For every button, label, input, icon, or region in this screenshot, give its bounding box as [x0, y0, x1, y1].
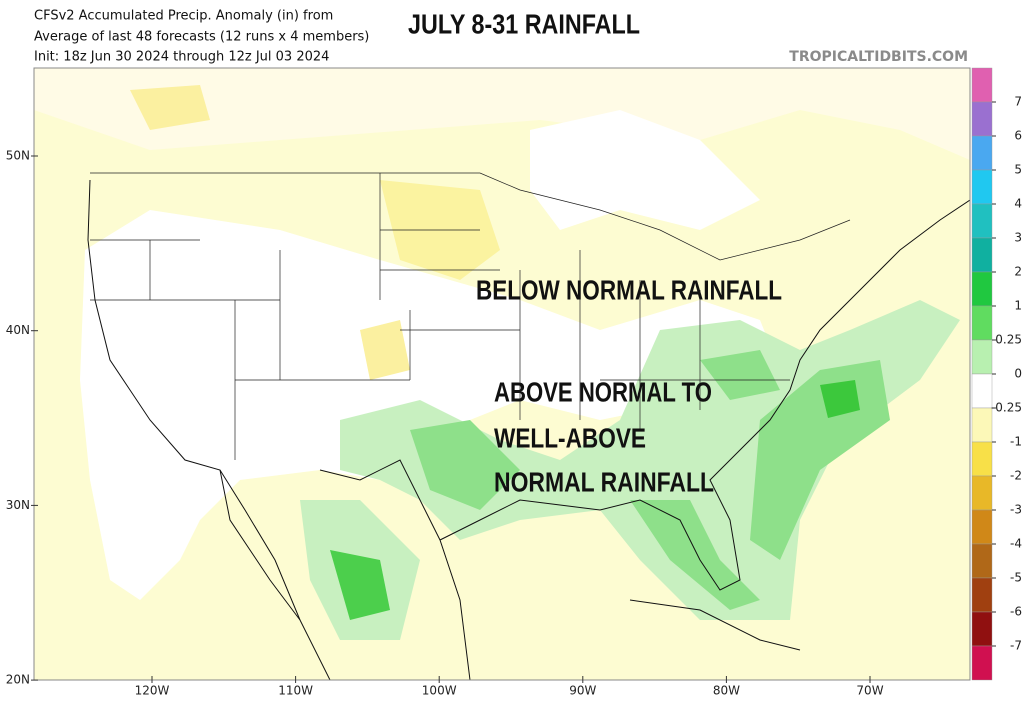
colorbar-label: -3	[1010, 503, 1022, 517]
coastline	[87, 179, 331, 680]
colorbar-segment	[971, 237, 993, 273]
lat-label: 50N	[6, 149, 30, 163]
colorbar-segment	[971, 135, 993, 171]
headline: JULY 8-31 RAINFALL	[408, 8, 640, 39]
title: CFSv2 Accumulated Precip. Anomaly (in) f…	[34, 9, 333, 24]
colorbar-segment	[971, 373, 993, 409]
shade-near-normal	[530, 110, 760, 230]
shade-wet	[340, 300, 960, 620]
lat-label: 40N	[6, 323, 30, 337]
map	[34, 68, 970, 680]
lon-label: 120W	[135, 684, 170, 698]
colorbar-label: -4	[1010, 537, 1022, 551]
above-normal-label: NORMAL RAINFALL	[494, 466, 714, 497]
below-normal-label: BELOW NORMAL RAINFALL	[476, 274, 782, 305]
colorbar-segment	[971, 543, 993, 579]
colorbar-segment	[971, 441, 993, 477]
shade-dry	[360, 320, 410, 380]
init-time: Init: 18z Jun 30 2024 through 12z Jul 03…	[34, 50, 329, 65]
colorbar-label: 3	[1014, 231, 1022, 245]
colorbar-label: -5	[1010, 571, 1022, 585]
colorbar-segment	[971, 203, 993, 239]
colorbar-segment	[971, 645, 993, 681]
colorbar-segment	[971, 305, 993, 341]
colorbar-segment	[971, 101, 993, 137]
colorbar-label: 5	[1014, 163, 1022, 177]
colorbar-label: -2	[1010, 469, 1022, 483]
colorbar-label: 0.25	[995, 333, 1022, 347]
lon-label: 100W	[422, 684, 457, 698]
colorbar-segment	[971, 271, 993, 307]
colorbar-segment	[971, 339, 993, 375]
colorbar: 7 6 5 4 3 2 1 0.25 0 -0.25 -1 -2 -3 -4 -5 -6 -7	[971, 67, 1022, 681]
colorbar-segment	[971, 475, 993, 511]
subtitle: Average of last 48 forecasts (12 runs x …	[34, 30, 369, 45]
colorbar-segment	[971, 169, 993, 205]
colorbar-label: -6	[1010, 605, 1022, 619]
colorbar-segment	[971, 577, 993, 613]
shade-wettest	[330, 550, 390, 620]
colorbar-label: -7	[1010, 639, 1022, 653]
coastline	[439, 199, 970, 591]
lon-label: 80W	[713, 684, 740, 698]
colorbar-segment	[971, 611, 993, 647]
lat-label: 20N	[6, 673, 30, 687]
shade-wettest	[820, 380, 860, 418]
map-frame	[33, 67, 971, 681]
colorbar-label: 0	[1014, 367, 1022, 381]
colorbar-segment	[971, 67, 993, 103]
lon-label: 110W	[278, 684, 313, 698]
colorbar-label: 4	[1014, 197, 1022, 211]
border	[90, 172, 851, 261]
shade-wetter	[410, 420, 520, 510]
lon-label: 90W	[569, 684, 596, 698]
colorbar-segment	[971, 407, 993, 443]
above-normal-label: WELL-ABOVE	[494, 422, 646, 453]
colorbar-label: 7	[1014, 95, 1022, 109]
shade-wetter	[700, 350, 780, 400]
watermark: TROPICALTIDBITS.COM	[789, 49, 968, 65]
lon-label: 70W	[856, 684, 883, 698]
coastline	[319, 459, 471, 680]
state-line	[90, 173, 790, 460]
above-normal-label: ABOVE NORMAL TO	[494, 376, 712, 407]
colorbar-label: 6	[1014, 129, 1022, 143]
shade-wetter	[630, 500, 760, 610]
coastline	[629, 599, 801, 651]
lat-label: 30N	[6, 498, 30, 512]
coastline	[219, 469, 301, 621]
colorbar-label: -1	[1010, 435, 1022, 449]
colorbar-label: 2	[1014, 265, 1022, 279]
shade-pale	[34, 68, 970, 160]
shade-dry	[130, 85, 210, 130]
colorbar-label: -0.25	[991, 401, 1022, 415]
colorbar-segment	[971, 509, 993, 545]
colorbar-label: 1	[1014, 299, 1022, 313]
